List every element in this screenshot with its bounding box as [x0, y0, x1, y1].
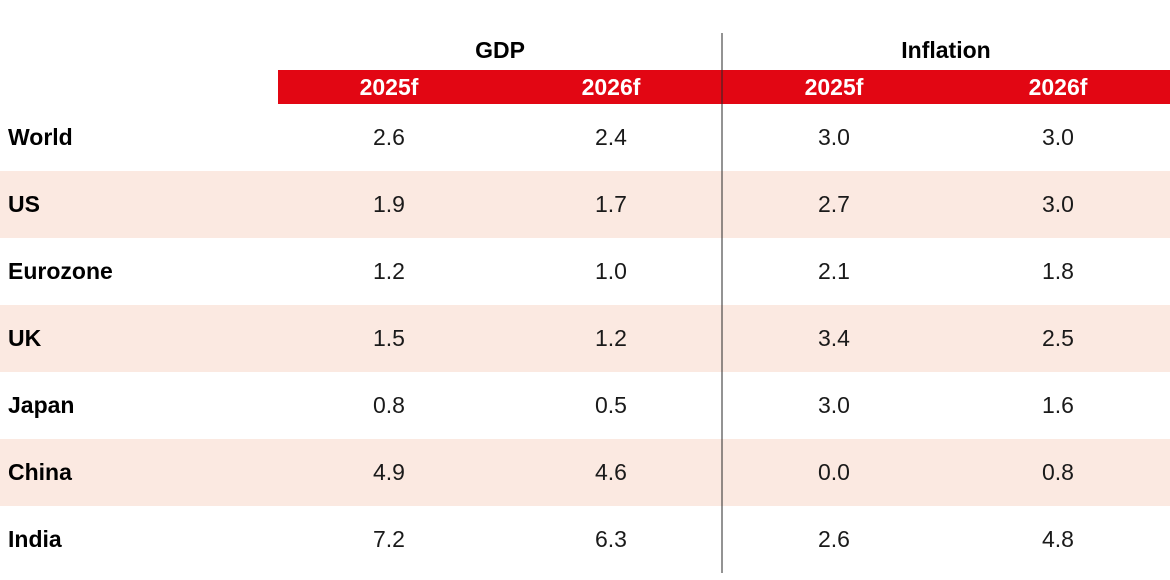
gdp-2026f-value: 6.3 [595, 526, 627, 552]
table-row-us: US 1.9 1.7 2.7 3.0 [0, 171, 1170, 238]
gdp-section-header: GDP [475, 37, 525, 63]
row-label: World [8, 124, 73, 150]
table-row-japan: Japan 0.8 0.5 3.0 1.6 [0, 372, 1170, 439]
table-row-world: World 2.6 2.4 3.0 3.0 [0, 104, 1170, 171]
gdp-2026f-value: 1.0 [595, 258, 627, 284]
gdp-2025f-value: 1.9 [373, 191, 405, 217]
gdp-2025f-value: 0.8 [373, 392, 405, 418]
inflation-2026f-value: 1.8 [1042, 258, 1074, 284]
inflation-2025f-value: 3.0 [818, 124, 850, 150]
band-spacer [0, 70, 278, 104]
row-label: China [8, 459, 72, 485]
table-row-eurozone: Eurozone 1.2 1.0 2.1 1.8 [0, 238, 1170, 305]
gdp-2025f-value: 1.5 [373, 325, 405, 351]
inflation-2026f-value: 0.8 [1042, 459, 1074, 485]
gdp-2026f-header: 2026f [500, 70, 722, 104]
row-label: Japan [8, 392, 75, 418]
inflation-2026f-value: 4.8 [1042, 526, 1074, 552]
inflation-section-header: Inflation [901, 37, 991, 63]
inflation-2026f-value: 1.6 [1042, 392, 1074, 418]
gdp-2025f-value: 4.9 [373, 459, 405, 485]
inflation-2026f-header: 2026f [946, 70, 1170, 104]
table-row-india: India 7.2 6.3 2.6 4.8 [0, 506, 1170, 573]
section-divider-line [721, 33, 723, 573]
gdp-2025f-value: 1.2 [373, 258, 405, 284]
row-label: UK [8, 325, 42, 351]
row-label: India [8, 526, 62, 552]
gdp-2025f-header: 2025f [278, 70, 500, 104]
inflation-2025f-value: 0.0 [818, 459, 850, 485]
gdp-2026f-value: 1.2 [595, 325, 627, 351]
inflation-2026f-value: 2.5 [1042, 325, 1074, 351]
gdp-2026f-value: 4.6 [595, 459, 627, 485]
inflation-2025f-header: 2025f [722, 70, 946, 104]
inflation-2025f-value: 2.6 [818, 526, 850, 552]
inflation-2025f-value: 2.1 [818, 258, 850, 284]
gdp-2025f-value: 7.2 [373, 526, 405, 552]
year-header-band: 2025f 2026f 2025f 2026f [0, 70, 1170, 104]
inflation-2025f-value: 3.4 [818, 325, 850, 351]
gdp-2025f-value: 2.6 [373, 124, 405, 150]
row-label: Eurozone [8, 258, 113, 284]
gdp-2026f-value: 0.5 [595, 392, 627, 418]
gdp-2026f-value: 1.7 [595, 191, 627, 217]
table-row-china: China 4.9 4.6 0.0 0.8 [0, 439, 1170, 506]
section-header-row: GDP Inflation [0, 0, 1170, 70]
row-label: US [8, 191, 40, 217]
inflation-2026f-value: 3.0 [1042, 191, 1074, 217]
table-row-uk: UK 1.5 1.2 3.4 2.5 [0, 305, 1170, 372]
gdp-2026f-value: 2.4 [595, 124, 627, 150]
inflation-2025f-value: 3.0 [818, 392, 850, 418]
inflation-2026f-value: 3.0 [1042, 124, 1074, 150]
inflation-2025f-value: 2.7 [818, 191, 850, 217]
